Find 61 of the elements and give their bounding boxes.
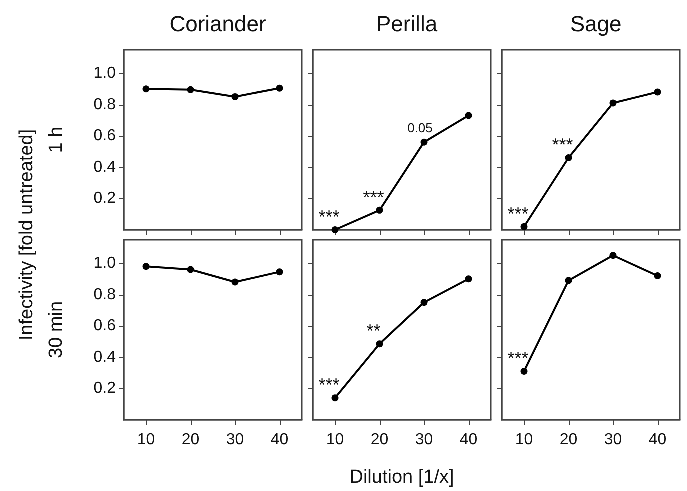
annotation: *** [508, 348, 529, 368]
x-tick-label: 30 [415, 432, 434, 448]
point [654, 88, 662, 96]
text: Infectivity [fold untreated] [16, 129, 38, 341]
x-tick-label: 40 [648, 432, 667, 448]
y-tick-label: 0.4 [94, 158, 116, 176]
point [654, 272, 662, 280]
annotation: *** [318, 207, 340, 227]
point [420, 138, 428, 146]
point [520, 223, 528, 230]
annotation: *** [508, 204, 529, 224]
annotation: *** [552, 135, 574, 155]
point [187, 266, 194, 274]
y-tick-label: 1.0 [94, 254, 116, 272]
point [420, 299, 428, 306]
point [565, 277, 572, 284]
x-tick-label: 30 [604, 432, 622, 448]
annotation: *** [363, 187, 384, 208]
point [465, 276, 472, 283]
y-axis-title: 30 min [46, 301, 67, 359]
y-tick-label: 0.6 [94, 128, 116, 145]
point [187, 86, 194, 94]
annotation: *** [318, 375, 340, 396]
point [142, 86, 150, 93]
point [465, 112, 472, 120]
point [376, 340, 384, 348]
x-tick-label: 20 [370, 432, 389, 448]
point [232, 278, 239, 286]
point [376, 206, 384, 214]
point [232, 93, 239, 100]
x-tick-label: 30 [226, 432, 244, 448]
point [276, 268, 284, 276]
annotation: 0.05 [408, 120, 433, 136]
x-tick-label: 20 [182, 432, 200, 448]
x-tick-label: 10 [137, 432, 156, 448]
x-tick-label: 40 [270, 432, 289, 448]
x-tick-label: 20 [560, 432, 578, 448]
y-tick-label: 0.8 [94, 96, 116, 114]
point [142, 263, 150, 270]
point [520, 368, 528, 375]
y-tick-label: 0.8 [94, 286, 116, 304]
annotation: ** [366, 321, 381, 342]
y-tick-label: 1.0 [94, 64, 116, 82]
chart-title: Coriander [170, 12, 266, 36]
point [332, 226, 339, 234]
x-tick-label: 10 [515, 432, 534, 448]
y-tick-label: 0.2 [94, 380, 116, 398]
chart-title: Perilla [376, 12, 438, 36]
x-tick-label: 10 [326, 432, 344, 448]
y-tick-label: 0.6 [94, 318, 116, 335]
point [565, 154, 572, 162]
point [276, 84, 284, 92]
point [332, 394, 339, 402]
y-tick-label: 0.2 [94, 190, 116, 208]
x-axis-title: Dilution [1/x] [350, 467, 454, 488]
y-axis-title: 1 h [46, 126, 67, 154]
chart-title: Sage [570, 12, 622, 36]
x-tick-label: 40 [460, 432, 478, 448]
point [610, 100, 617, 107]
y-tick-label: 0.4 [94, 348, 116, 366]
point [610, 252, 617, 260]
